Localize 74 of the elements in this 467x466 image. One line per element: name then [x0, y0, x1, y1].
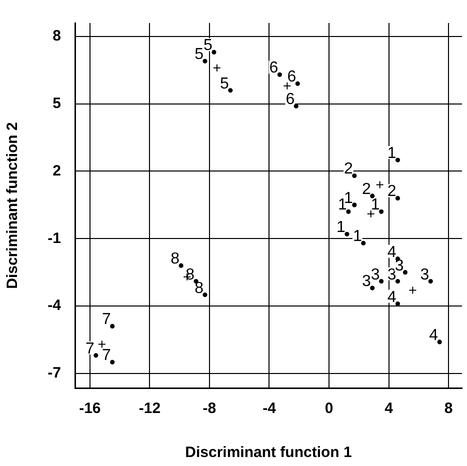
series-label: 8 [194, 280, 204, 297]
text: 6 [287, 68, 296, 86]
text: 1 [336, 219, 346, 236]
point [437, 340, 442, 344]
text: 6 [286, 91, 295, 108]
text: 1 [370, 196, 380, 214]
point [395, 158, 400, 162]
x-tick-label: -12 [138, 400, 161, 418]
series-label: 2 [387, 183, 396, 200]
point [346, 209, 351, 214]
point [395, 279, 400, 284]
text: 2 [344, 160, 353, 178]
text: 4 [429, 326, 438, 344]
point [352, 173, 357, 178]
point [94, 353, 98, 358]
text: 3 [370, 266, 380, 284]
point [379, 279, 384, 284]
x-axis-title: Discriminant function 1 [185, 444, 352, 462]
y-tick-label: -4 [48, 297, 62, 314]
point [202, 58, 208, 64]
text: 4 [387, 288, 396, 306]
text: 3 [420, 266, 430, 284]
series-label: 4 [387, 244, 396, 261]
point [370, 286, 375, 290]
x-tick-label: 4 [384, 400, 394, 418]
point [110, 360, 115, 364]
series-label: 7 [102, 311, 111, 328]
x-tick-label: -8 [202, 400, 216, 418]
point [277, 72, 282, 77]
x-tick-label: 0 [324, 400, 334, 418]
text: 8 [170, 250, 180, 268]
point [361, 240, 366, 246]
y-tick-label: 5 [52, 95, 61, 112]
point [344, 232, 350, 236]
point [428, 279, 433, 284]
x-tick-label: -16 [79, 400, 101, 418]
point [178, 263, 184, 268]
y-tick-label: -1 [48, 230, 61, 247]
y-tick-label: 2 [52, 162, 61, 180]
point [294, 104, 298, 108]
point [202, 292, 208, 298]
text: 5 [220, 75, 229, 92]
point [402, 270, 408, 275]
series-label: 3 [362, 273, 371, 290]
point [212, 50, 216, 54]
text: 7 [102, 347, 111, 364]
text: 2 [362, 180, 371, 198]
y-tick-label: -7 [48, 364, 61, 382]
point [366, 210, 375, 218]
point [370, 194, 375, 198]
text: 3 [387, 266, 396, 284]
text: 7 [86, 340, 94, 358]
text: 1 [338, 196, 347, 214]
point [379, 209, 384, 214]
point [228, 88, 233, 93]
series-label: 5 [204, 37, 213, 54]
y-tick-label: 8 [52, 28, 61, 45]
point [283, 82, 292, 90]
point [395, 196, 400, 200]
point [408, 286, 417, 294]
text: 5 [194, 46, 204, 64]
text: 1 [352, 228, 362, 246]
text: 1 [344, 190, 353, 207]
series-label: 1 [387, 145, 396, 162]
point [352, 202, 357, 208]
point [295, 81, 300, 86]
point [212, 64, 221, 72]
series-label: 6 [269, 60, 278, 77]
point [376, 180, 384, 189]
y-axis-title: Discriminant function 2 [4, 122, 22, 289]
x-tick-label: -4 [262, 400, 277, 418]
point [98, 340, 106, 348]
point [110, 324, 115, 329]
x-tick-label: 8 [444, 400, 453, 418]
